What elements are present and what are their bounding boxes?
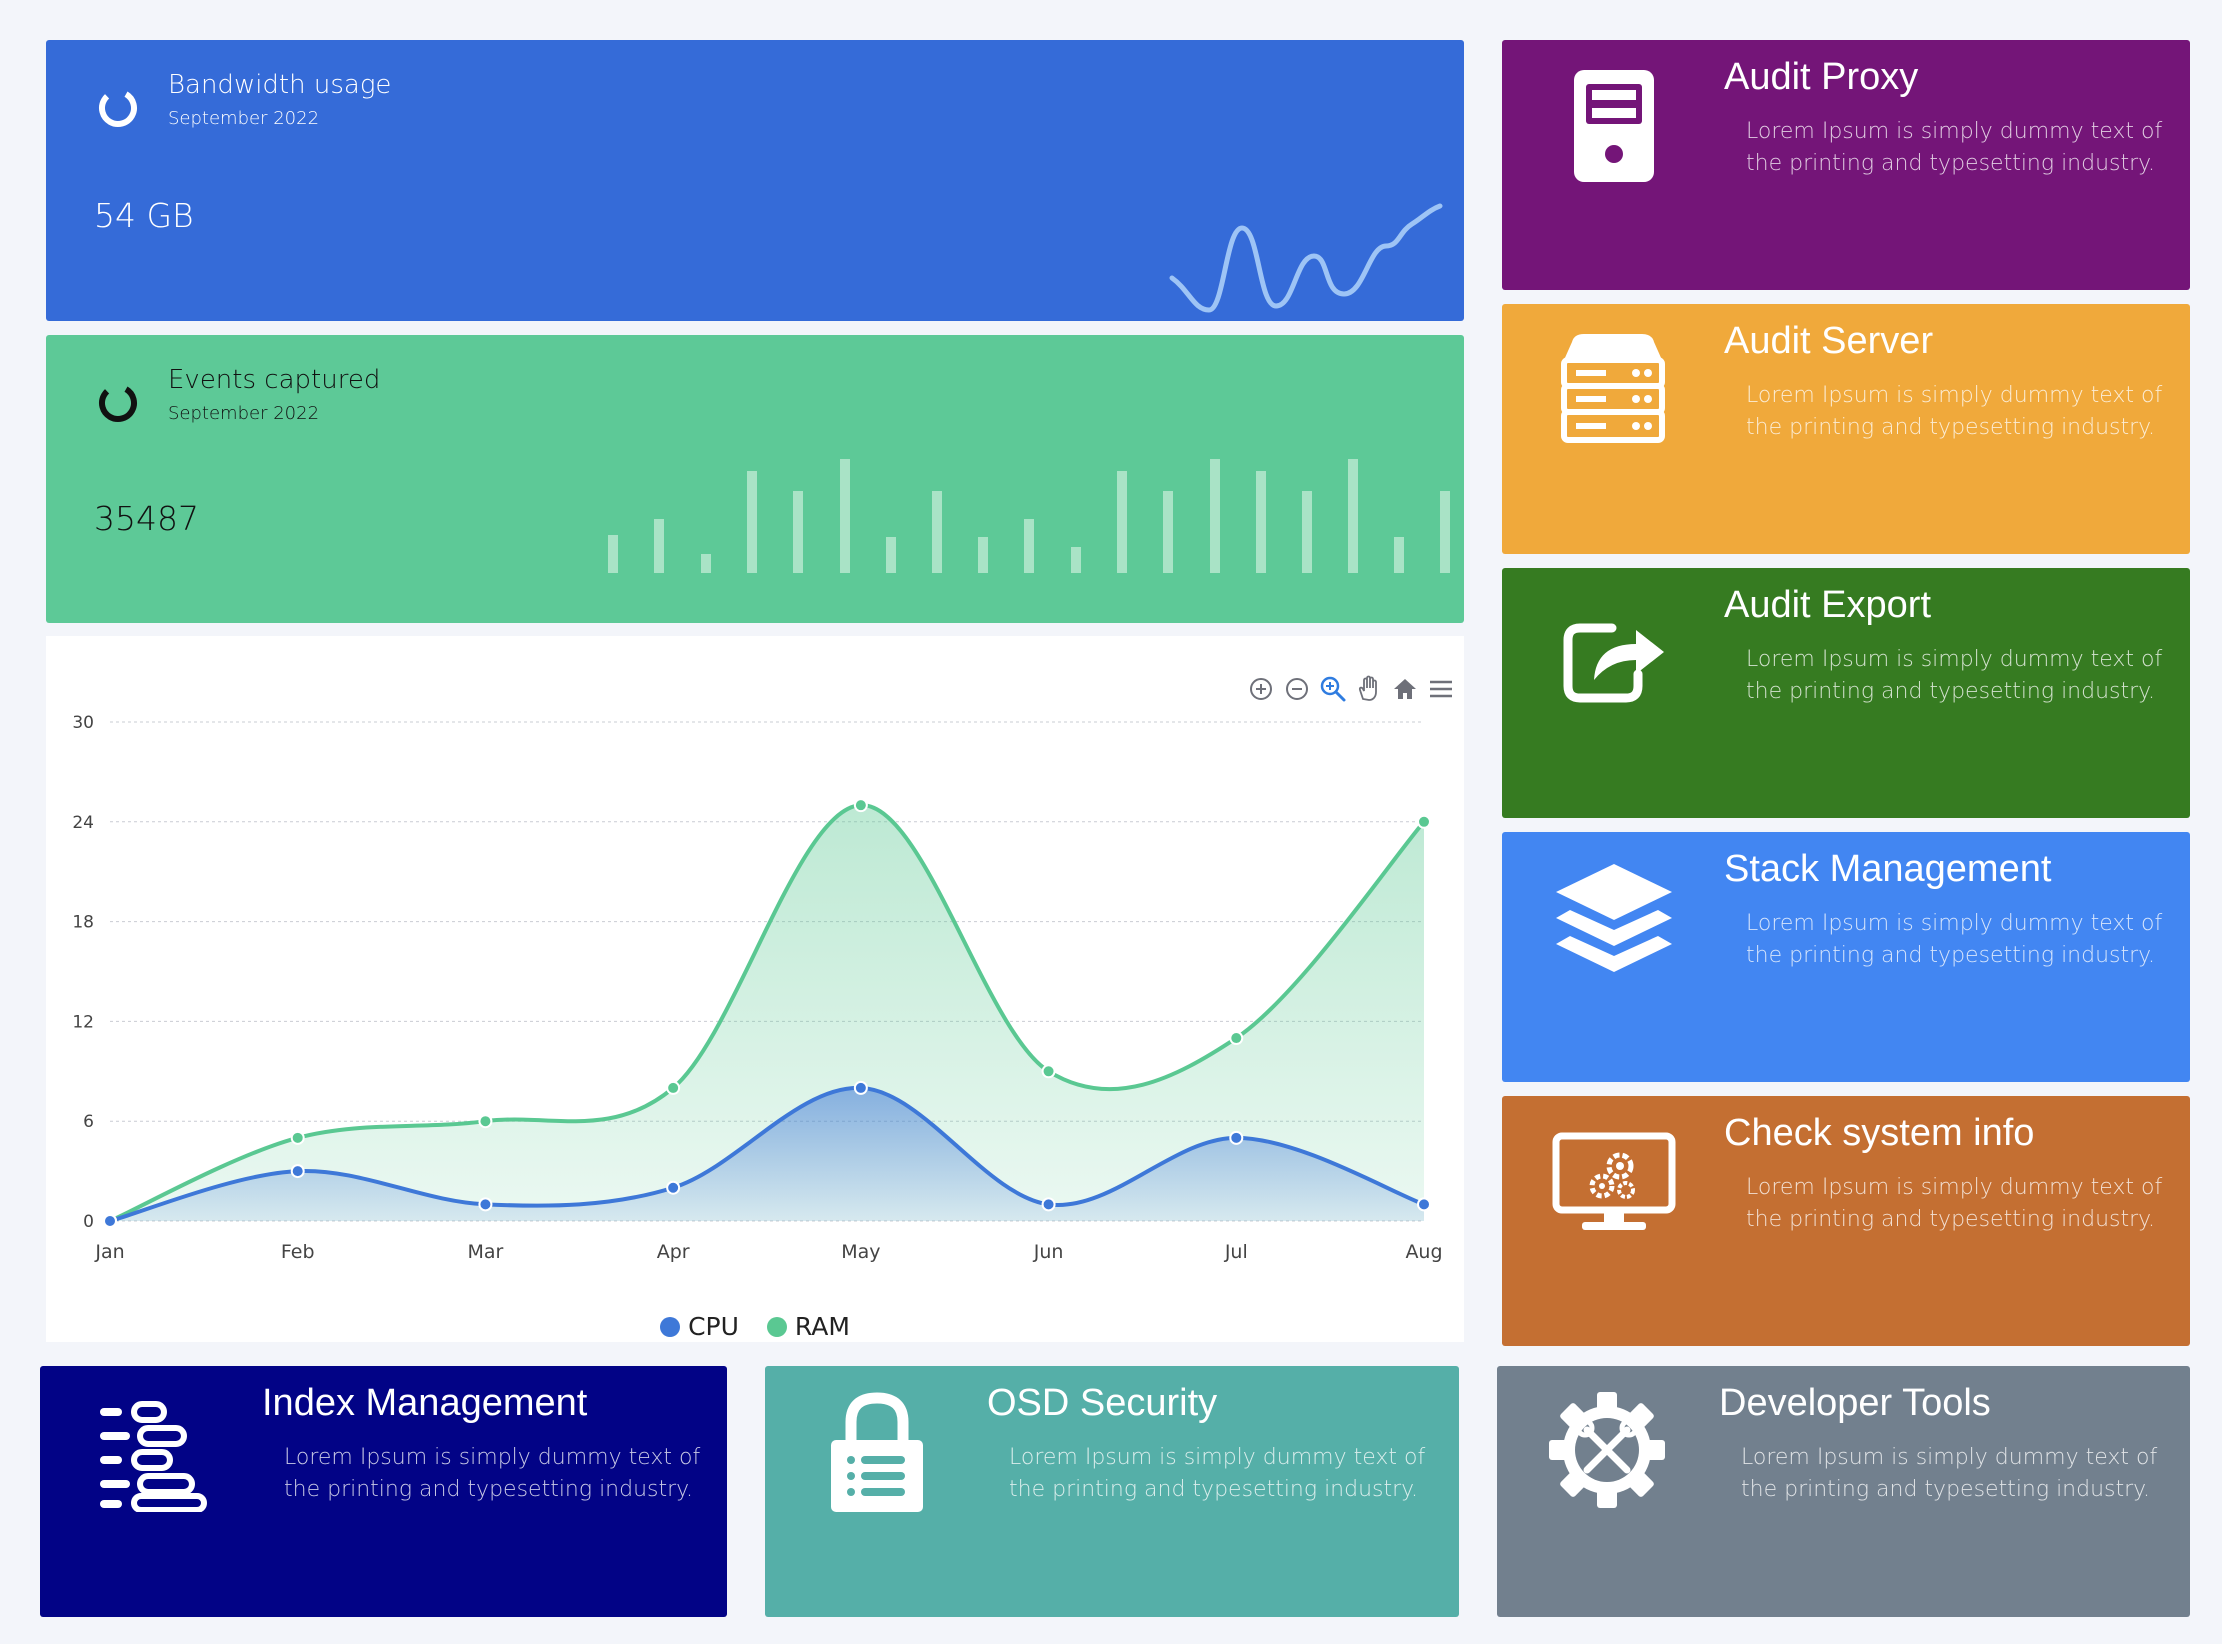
tile-description: Lorem Ipsum is simply dummy text of the … [1746,911,2163,968]
tile-title: Developer Tools [1719,1382,1991,1424]
tile-description: Lorem Ipsum is simply dummy text of the … [1009,1445,1426,1502]
x-tick-label: Jan [94,1241,124,1263]
menu-icon[interactable] [1426,674,1456,704]
events-subtitle: September 2022 [168,403,320,424]
tile-description: Lorem Ipsum is simply dummy text of the … [1746,647,2163,704]
legend-marker-cpu [660,1316,681,1337]
y-tick-label: 18 [72,913,94,933]
data-point-ram[interactable] [853,798,868,813]
chart-toolbar [1246,674,1456,704]
tile-description: Lorem Ipsum is simply dummy text of the … [1746,1175,2163,1232]
zoom-out-icon[interactable] [1282,674,1312,704]
index-list-icon [100,1401,207,1512]
stack-management-tile[interactable]: Stack Management Lorem Ipsum is simply d… [1502,832,2190,1082]
x-tick-label: Jun [1033,1241,1064,1263]
data-point-cpu[interactable] [290,1164,305,1179]
padlock-list-icon [831,1392,923,1512]
y-tick-label: 30 [72,713,94,733]
monitor-gears-icon [1552,1132,1676,1230]
tile-title: Check system info [1724,1112,2035,1154]
tile-title: Index Management [262,1382,588,1424]
audit-export-tile[interactable]: Audit Export Lorem Ipsum is simply dummy… [1502,568,2190,818]
tile-title: Audit Server [1724,320,1934,362]
bandwidth-sparkline [1169,203,1443,313]
audit-server-tile[interactable]: Audit Server Lorem Ipsum is simply dummy… [1502,304,2190,554]
series-area-ram [110,805,1424,1221]
tile-title: Audit Proxy [1724,56,1919,98]
series-line-ram [109,803,1426,1223]
data-point-ram[interactable] [1041,1064,1056,1079]
data-point-ram[interactable] [1417,814,1431,829]
export-share-icon [1563,623,1664,703]
x-tick-label: Mar [467,1241,503,1263]
series-line-cpu [109,1085,1425,1223]
index-management-tile[interactable]: Index Management Lorem Ipsum is simply d… [40,1366,727,1617]
x-tick-label: Apr [657,1241,690,1263]
data-point-ram[interactable] [1229,1031,1244,1046]
legend-label-cpu: CPU [688,1312,739,1341]
data-point-cpu[interactable] [666,1180,681,1195]
events-value: 35487 [94,499,199,538]
progress-ring-icon [99,384,137,422]
tile-title: OSD Security [987,1382,1218,1424]
y-tick-label: 24 [72,813,94,833]
data-point-cpu[interactable] [853,1080,868,1095]
data-point-ram[interactable] [290,1130,305,1145]
tile-description: Lorem Ipsum is simply dummy text of the … [1746,383,2163,440]
events-title: Events captured [168,365,381,395]
series-area-cpu [110,1087,1424,1221]
data-point-ram[interactable] [666,1080,681,1095]
legend-label-ram: RAM [794,1312,850,1341]
pan-hand-icon[interactable] [1354,674,1384,704]
check-system-info-tile[interactable]: Check system info Lorem Ipsum is simply … [1502,1096,2190,1346]
tile-title: Stack Management [1724,848,2052,890]
y-tick-label: 12 [72,1012,94,1032]
data-point-cpu[interactable] [1041,1197,1056,1212]
data-point-cpu[interactable] [103,1214,117,1228]
x-tick-label: May [841,1241,880,1263]
reset-home-icon[interactable] [1390,674,1420,704]
bandwidth-title: Bandwidth usage [168,70,392,100]
developer-tools-tile[interactable]: Developer Tools Lorem Ipsum is simply du… [1497,1366,2190,1617]
events-captured-card: Events captured September 2022 35487 [46,335,1464,623]
legend-marker-ram [766,1316,787,1337]
osd-security-tile[interactable]: OSD Security Lorem Ipsum is simply dummy… [765,1366,1459,1617]
bandwidth-usage-card: Bandwidth usage September 2022 54 GB [46,40,1464,321]
chart-legend: CPU RAM [46,1312,1464,1341]
data-point-cpu[interactable] [478,1197,493,1212]
layers-stack-icon [1556,864,1672,972]
server-tower-icon [1574,70,1654,182]
x-tick-label: Jul [1224,1241,1248,1263]
data-point-ram[interactable] [478,1114,493,1129]
tile-description: Lorem Ipsum is simply dummy text of the … [284,1445,701,1502]
legend-item-cpu[interactable]: CPU [660,1312,739,1341]
data-point-cpu[interactable] [1229,1130,1244,1145]
server-rack-icon [1561,334,1665,443]
events-mini-bar-chart [608,459,1450,573]
y-tick-label: 6 [83,1112,94,1132]
bandwidth-subtitle: September 2022 [168,108,320,129]
cpu-ram-area-chart: 0 6 12 18 24 30 Jan Feb Mar Apr May Jun Jul Aug [72,713,1442,1263]
tile-title: Audit Export [1724,584,1931,626]
data-point-cpu[interactable] [1417,1197,1431,1212]
audit-proxy-tile[interactable]: Audit Proxy Lorem Ipsum is simply dummy … [1502,40,2190,290]
selection-zoom-icon[interactable] [1318,674,1348,704]
progress-ring-icon [99,89,137,127]
zoom-in-icon[interactable] [1246,674,1276,704]
legend-item-ram[interactable]: RAM [766,1312,850,1341]
bandwidth-value: 54 GB [94,196,194,235]
x-tick-label: Aug [1405,1241,1442,1263]
gear-tools-icon [1549,1392,1665,1508]
cpu-ram-chart-panel: 0 6 12 18 24 30 Jan Feb Mar Apr May Jun Jul Aug CPU R… [46,636,1464,1342]
y-tick-label: 0 [83,1212,94,1232]
tile-description: Lorem Ipsum is simply dummy text of the … [1746,119,2163,176]
tile-description: Lorem Ipsum is simply dummy text of the … [1741,1445,2158,1502]
x-tick-label: Feb [281,1241,315,1263]
